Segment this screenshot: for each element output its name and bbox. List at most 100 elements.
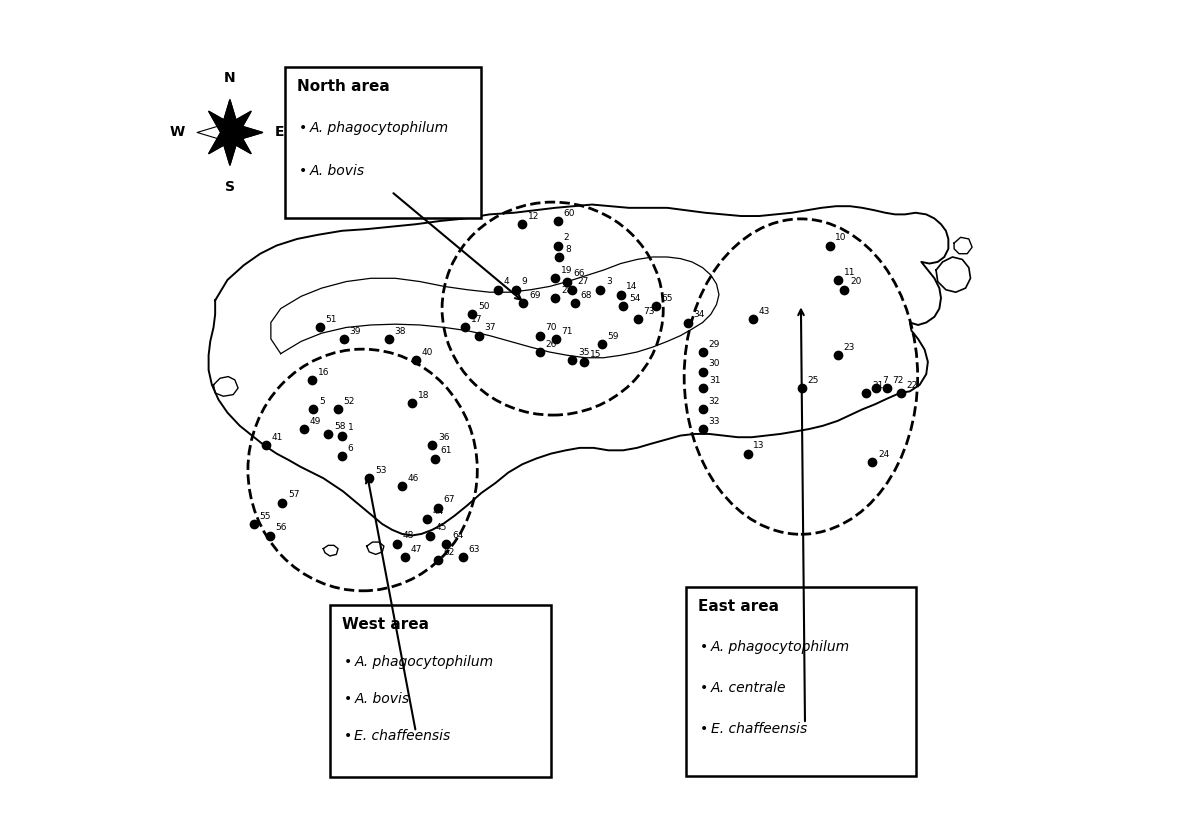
Text: 66: 66 <box>573 270 585 279</box>
Text: 7: 7 <box>882 376 888 385</box>
Text: 8: 8 <box>565 245 571 254</box>
Text: 36: 36 <box>438 433 450 442</box>
Text: 13: 13 <box>753 441 765 450</box>
Text: North area: North area <box>297 79 390 95</box>
Text: 45: 45 <box>436 524 446 532</box>
Text: A. phagocytophilum: A. phagocytophilum <box>710 640 850 654</box>
Polygon shape <box>367 542 384 554</box>
Text: 43: 43 <box>758 307 770 316</box>
Text: 60: 60 <box>564 209 574 218</box>
FancyBboxPatch shape <box>687 587 915 775</box>
Text: 26: 26 <box>546 339 556 349</box>
Text: 38: 38 <box>394 326 406 335</box>
Text: •: • <box>298 164 307 178</box>
Text: 73: 73 <box>644 307 655 316</box>
Text: 51: 51 <box>326 315 337 324</box>
Text: 31: 31 <box>709 376 721 385</box>
Text: 15: 15 <box>590 349 601 358</box>
Text: West area: West area <box>342 617 429 632</box>
Text: 50: 50 <box>478 302 490 311</box>
Text: 67: 67 <box>444 496 455 505</box>
Text: 59: 59 <box>607 331 619 340</box>
Text: 32: 32 <box>708 397 720 406</box>
Text: 48: 48 <box>403 532 414 540</box>
Text: 56: 56 <box>276 524 288 532</box>
Text: 25: 25 <box>807 376 819 385</box>
Text: 10: 10 <box>835 233 847 242</box>
Text: N: N <box>224 71 236 85</box>
Text: 29: 29 <box>708 339 720 349</box>
Polygon shape <box>224 111 251 138</box>
Text: 34: 34 <box>694 310 704 319</box>
Text: E. chaffeensis: E. chaffeensis <box>354 729 451 743</box>
Text: 21: 21 <box>873 381 883 390</box>
Text: •: • <box>700 681 708 695</box>
Text: 14: 14 <box>626 283 638 291</box>
Text: W: W <box>169 126 185 140</box>
Text: 68: 68 <box>580 291 592 299</box>
Text: 20: 20 <box>850 278 862 287</box>
FancyBboxPatch shape <box>285 67 482 219</box>
Text: •: • <box>343 729 352 743</box>
Text: 19: 19 <box>561 266 572 275</box>
FancyBboxPatch shape <box>330 605 551 777</box>
Text: A. bovis: A. bovis <box>354 692 410 706</box>
Text: 28: 28 <box>561 286 572 294</box>
Text: 5: 5 <box>320 397 324 406</box>
Text: E: E <box>275 126 284 140</box>
Polygon shape <box>208 111 236 138</box>
Text: 62: 62 <box>444 547 455 556</box>
Text: 53: 53 <box>375 466 386 475</box>
Polygon shape <box>220 99 239 132</box>
Text: 41: 41 <box>271 433 283 442</box>
Polygon shape <box>197 122 230 142</box>
Text: 57: 57 <box>288 491 300 500</box>
Text: 58: 58 <box>334 422 346 431</box>
Text: 39: 39 <box>349 326 361 335</box>
Text: 69: 69 <box>529 291 540 299</box>
Polygon shape <box>213 376 238 396</box>
Text: 33: 33 <box>708 417 720 426</box>
Text: 72: 72 <box>893 376 905 385</box>
Text: A. phagocytophilum: A. phagocytophilum <box>309 122 449 136</box>
Text: •: • <box>298 122 307 136</box>
Text: 35: 35 <box>578 348 590 357</box>
Text: 3: 3 <box>606 278 612 287</box>
Polygon shape <box>224 127 251 154</box>
Text: 11: 11 <box>843 268 855 277</box>
Text: 18: 18 <box>418 390 429 399</box>
Text: 64: 64 <box>452 532 463 540</box>
Text: 6: 6 <box>348 444 354 453</box>
Text: A. bovis: A. bovis <box>309 164 365 178</box>
Text: 16: 16 <box>317 367 329 376</box>
Polygon shape <box>937 257 971 292</box>
Text: E. chaffeensis: E. chaffeensis <box>710 723 807 737</box>
Polygon shape <box>230 122 263 142</box>
Text: •: • <box>700 723 708 737</box>
Text: 49: 49 <box>309 417 321 426</box>
Text: 2: 2 <box>564 233 570 242</box>
Text: 65: 65 <box>662 293 674 302</box>
Text: 27: 27 <box>578 278 588 287</box>
Text: 61: 61 <box>440 446 452 455</box>
Text: 17: 17 <box>471 315 482 324</box>
Polygon shape <box>954 238 972 254</box>
Text: East area: East area <box>699 599 779 614</box>
Text: 22: 22 <box>907 381 918 390</box>
Text: A. centrale: A. centrale <box>710 681 786 695</box>
Text: 24: 24 <box>877 450 889 459</box>
Text: 47: 47 <box>411 544 423 553</box>
Text: 23: 23 <box>843 343 855 352</box>
Text: 63: 63 <box>469 544 480 553</box>
Polygon shape <box>208 127 236 154</box>
Text: 40: 40 <box>422 348 433 357</box>
Text: 46: 46 <box>407 474 419 483</box>
Text: •: • <box>700 640 708 654</box>
Text: •: • <box>343 654 352 668</box>
Text: 70: 70 <box>546 323 556 332</box>
Text: A. phagocytophilum: A. phagocytophilum <box>354 654 494 668</box>
Text: S: S <box>225 180 234 194</box>
Text: 9: 9 <box>521 278 527 287</box>
Text: •: • <box>343 692 352 706</box>
Text: 52: 52 <box>343 397 355 406</box>
